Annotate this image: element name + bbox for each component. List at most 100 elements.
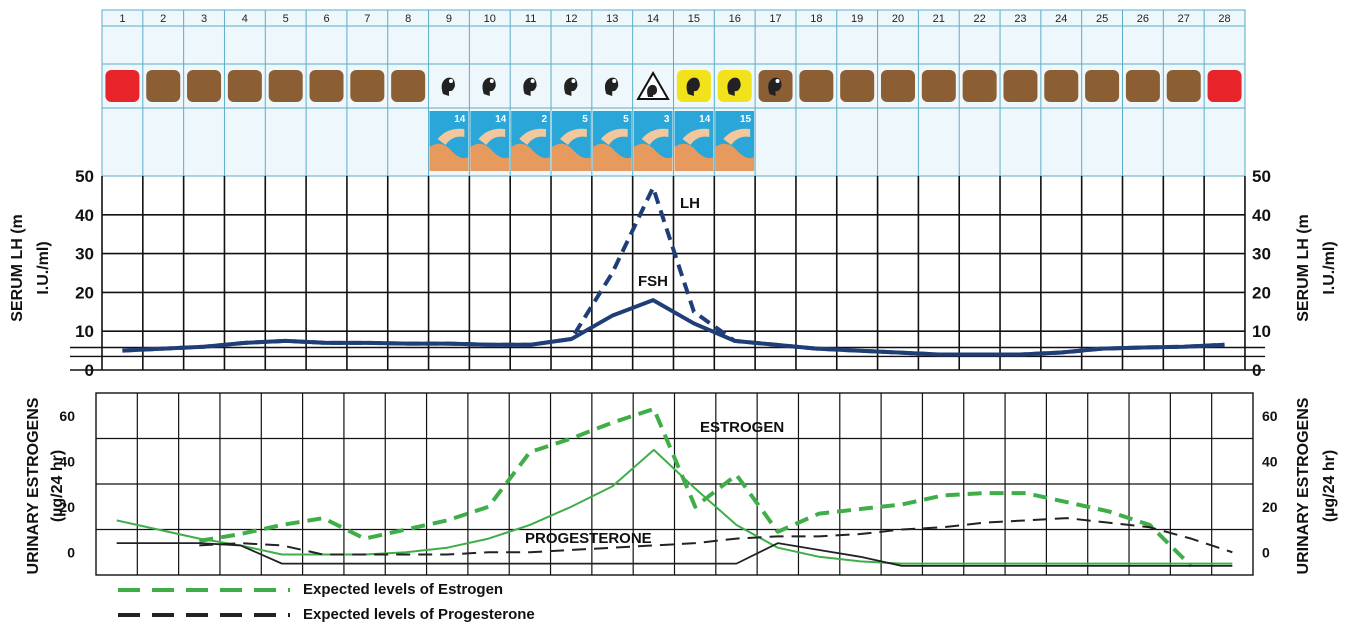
finger-icon [511,143,551,171]
dry-marker [350,70,385,102]
legend: Expected levels of Estrogen Expected lev… [118,581,535,623]
day-number: 7 [364,13,370,25]
legend-progesterone-label: Expected levels of Progesterone [303,606,535,623]
estrogen-y-tick-right: 60 [1262,408,1278,424]
day-number: 27 [1178,13,1190,25]
lh-chart-grid [70,176,1265,371]
photo-number: 15 [740,114,752,125]
day-number: 21 [933,13,945,25]
estrogen-y-tick-left: 60 [59,408,75,424]
day-number: 10 [484,13,496,25]
finger-icon [519,128,547,145]
fsh-series-label: FSH [638,273,668,290]
dry-marker [921,70,956,102]
hormone-series-line-4 [199,517,1233,556]
estrogen-y-tick-left: 20 [59,499,75,515]
progesterone-annotation: PROGESTERONE [525,530,652,547]
day-number: 12 [565,13,577,25]
estrogen-annotation: ESTROGEN [700,419,784,436]
day-number: 14 [647,13,659,25]
dry-marker [187,70,222,102]
photo-number: 3 [664,114,670,125]
indicator-row [105,70,1242,102]
dry-marker [227,70,262,102]
photo-number: 14 [495,114,507,125]
dry-marker [962,70,997,102]
day-number: 22 [974,13,986,25]
photo-number: 5 [582,114,588,125]
estrogen-y-tick-left: 0 [67,544,75,560]
dry-marker [880,70,915,102]
face-icon [647,84,658,97]
hormone-series-line-1 [116,448,1233,565]
day-number: 3 [201,13,207,25]
day-number: 19 [851,13,863,25]
finger-icon [715,143,755,171]
estrogen-y-tick-right: 20 [1262,499,1278,515]
lh-y-tick-right: 40 [1252,206,1271,225]
face-icon [727,77,741,96]
dry-marker [391,70,426,102]
estrogen-y-tick-left: 40 [59,453,75,469]
dry-marker [799,70,834,102]
lh-y-tick-left: 50 [75,167,94,186]
day-number: 26 [1137,13,1149,25]
estrogen-chart-lines [116,406,1233,568]
day-number: 16 [729,13,741,25]
day-number: 4 [242,13,248,25]
day-number: 8 [405,13,411,25]
face-icon-eye [489,79,494,83]
day-number: 25 [1096,13,1108,25]
mucus-photo-row: 14 14 2 5 5 3 14 15 [429,111,755,171]
estrogen-y-tick-right: 0 [1262,544,1270,560]
estrogen-y-tick-right: 40 [1262,453,1278,469]
day-number: 17 [769,13,781,25]
finger-icon [560,128,587,145]
lh-y-tick-left: 30 [75,245,94,264]
lh-y-tick-right: 20 [1252,283,1271,302]
estrogen-y-label-right-line2: (µg/24 hr) [1321,450,1338,522]
day-number: 20 [892,13,904,25]
dry-marker [1003,70,1038,102]
lh-y-tick-left: 0 [85,361,94,380]
hormone-series-line-2 [198,406,1193,568]
dry-marker [1166,70,1201,102]
finger-icon [437,128,465,145]
day-number: 24 [1055,13,1067,25]
menses-marker [1207,70,1242,102]
lh-y-label-right-line1: SERUM LH (m [1295,214,1312,322]
face-icon-eye [448,79,453,83]
hormone-series-line-3 [116,542,1233,567]
lh-y-label-right-line2: I.U./ml) [1321,241,1338,294]
finger-icon [682,128,710,145]
day-number: 6 [323,13,329,25]
finger-icon [429,143,469,171]
lh-y-tick-left: 20 [75,283,94,302]
lh-y-tick-right: 50 [1252,167,1271,186]
day-number: 11 [525,13,536,25]
lh-fsh-chart: 50 50 40 40 30 30 20 20 10 10 0 0 SERUM LH (m I.U./… [9,167,1338,380]
lh-series-label: LH [680,195,700,212]
day-number: 18 [810,13,822,25]
day-number: 28 [1218,13,1230,25]
lh-y-tick-right: 30 [1252,245,1271,264]
face-icon-eye [775,79,780,83]
dry-marker [1044,70,1079,102]
estrogen-progesterone-chart: 60 40 20 0 60 40 20 0 URINARY ESTROGENS (µg/24 … [25,392,1338,576]
fsh-series-line [122,298,1225,357]
estrogen-y-label-right-line1: URINARY ESTROGENS [1295,397,1312,574]
estrogen-y-label-left-line1: URINARY ESTROGENS [25,397,42,574]
calendar-grid [101,10,1246,176]
dry-marker [146,70,181,102]
dry-marker [1125,70,1160,102]
dry-marker [268,70,303,102]
lh-chart-lines [122,185,1225,357]
dry-marker [309,70,344,102]
lh-y-tick-left: 10 [75,322,94,341]
lh-chart-ticks: 50 50 40 40 30 30 20 20 10 10 0 0 [75,167,1271,380]
day-number: 15 [688,13,700,25]
lh-y-tick-right: 10 [1252,322,1271,341]
day-number: 5 [283,13,289,25]
day-number: 9 [446,13,452,25]
